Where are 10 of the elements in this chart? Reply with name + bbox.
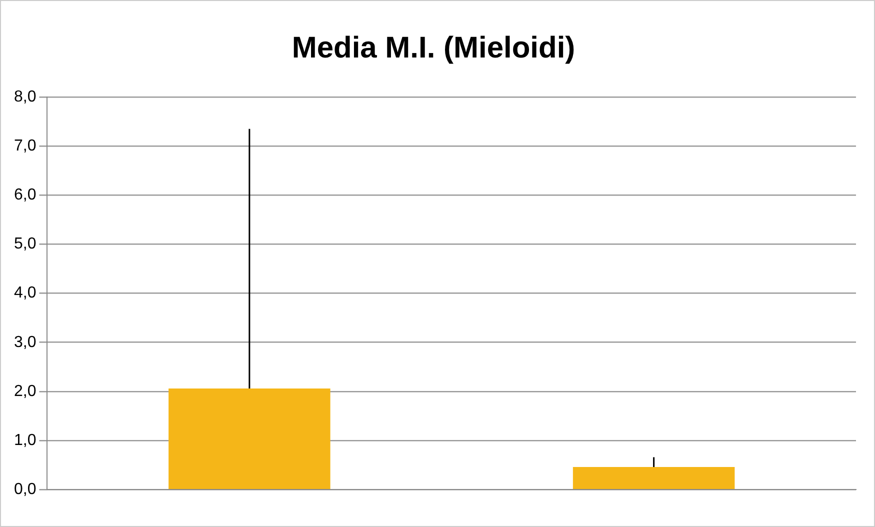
chart-title: Media M.I. (Mieloidi) bbox=[292, 31, 576, 64]
y-tick-label: 6,0 bbox=[14, 186, 36, 204]
y-tick-label: 7,0 bbox=[14, 137, 36, 154]
y-tick-label: 8,0 bbox=[14, 88, 36, 106]
y-tick-label: 1,0 bbox=[14, 432, 36, 449]
y-tick-label: 0,0 bbox=[14, 481, 36, 498]
y-tick-label: 2,0 bbox=[14, 382, 36, 400]
y-tick-label: 4,0 bbox=[14, 284, 36, 302]
y-tick-label: 5,0 bbox=[14, 236, 36, 253]
y-tick-label: 3,0 bbox=[14, 334, 36, 351]
